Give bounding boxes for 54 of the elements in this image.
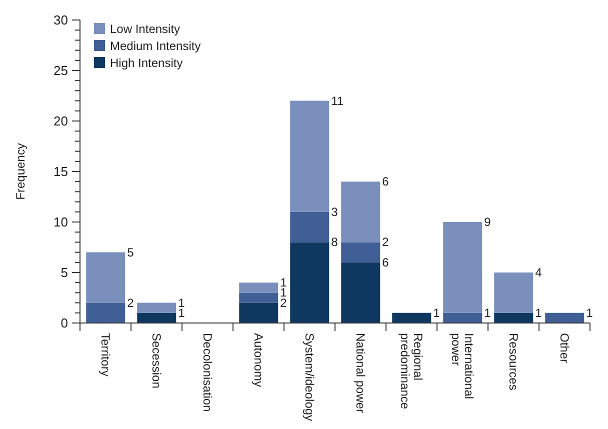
bar — [86, 252, 126, 303]
bar — [137, 302, 176, 313]
bar — [392, 312, 432, 323]
y-tick-label: 10 — [54, 214, 68, 230]
data-label: 1 — [586, 306, 594, 320]
bar — [239, 302, 278, 323]
bar — [239, 282, 278, 293]
bar — [443, 222, 482, 313]
data-label: 6 — [382, 255, 390, 270]
y-axis-title: Frequency — [13, 143, 28, 200]
bar — [290, 242, 330, 323]
bar — [290, 100, 330, 212]
y-tick-label: 30 — [54, 12, 68, 28]
data-label: 4 — [535, 266, 542, 280]
x-tick-label: Secession — [150, 333, 164, 388]
bar — [341, 262, 380, 323]
data-label: 2 — [127, 296, 134, 310]
legend-label: High Intensity — [110, 56, 183, 70]
x-tick-label: Autonomy — [252, 333, 266, 388]
data-label: 8 — [331, 235, 338, 250]
data-label: 9 — [484, 215, 492, 229]
bar — [86, 302, 126, 323]
bar — [239, 292, 278, 303]
data-label: 6 — [382, 174, 390, 189]
y-tick-label: 15 — [54, 164, 68, 179]
bar — [137, 312, 176, 323]
x-tick-label: Regional predominance — [398, 333, 425, 410]
x-tick-label: Decolonisation — [200, 333, 214, 412]
data-label: 3 — [331, 204, 338, 219]
data-label: 5 — [127, 245, 134, 260]
bar — [341, 182, 380, 242]
x-tick-label: Other — [558, 333, 572, 364]
y-tick-label: 25 — [54, 63, 68, 78]
data-label: 1 — [433, 306, 440, 320]
data-label: 11 — [331, 94, 344, 108]
x-tick-label: International power — [449, 333, 476, 400]
data-label: 1 — [484, 306, 492, 320]
bar — [443, 312, 482, 323]
data-label: 1 — [535, 306, 542, 320]
x-tick-label: Territory — [98, 333, 112, 376]
bar — [545, 312, 584, 323]
y-tick-label: 0 — [60, 316, 68, 330]
data-label: 2 — [382, 235, 390, 250]
x-tick-label: System/ideology — [302, 333, 316, 422]
bar — [494, 312, 534, 323]
y-tick-label: 20 — [54, 114, 68, 128]
y-tick-label: 5 — [60, 265, 68, 280]
bar — [341, 242, 380, 262]
bar — [494, 272, 534, 313]
bar — [290, 212, 330, 242]
legend-label: Low Intensity — [110, 22, 180, 36]
x-tick-label: National power — [354, 333, 368, 414]
x-tick-label: Resources — [506, 333, 520, 390]
legend-label: Medium Intensity — [110, 38, 201, 52]
